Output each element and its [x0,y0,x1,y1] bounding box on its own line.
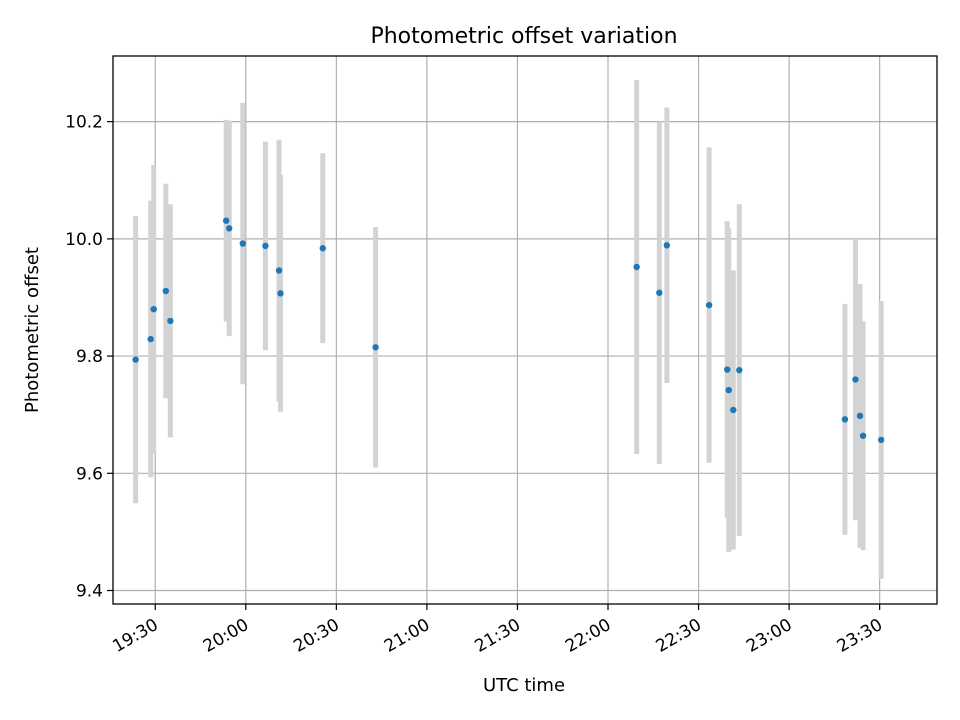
data-point [856,412,864,420]
data-point [663,242,671,249]
x-tick-label: 20:30 [290,615,342,657]
x-tick-label: 21:30 [472,615,524,657]
data-point [262,242,269,250]
grid [113,56,937,604]
data-point [852,376,859,383]
data-point [736,366,743,374]
data-point [167,317,174,325]
x-tick-label: 23:30 [834,615,886,657]
data-point [724,366,731,373]
data-point [877,436,885,444]
data-point [132,356,139,363]
data-point [319,245,326,252]
data-point [150,305,157,313]
data-point [226,225,233,232]
data-point [730,406,737,414]
x-axis-ticks: 19:30 20:00 20:30 21:00 21:30 22:00 22:30 23:00… [109,604,886,657]
data-point [656,289,663,296]
data-point [222,217,230,224]
chart-title: Photometric offset variation [370,24,677,49]
error-bars [133,80,884,579]
y-axis-label: Photometric offset [22,247,43,413]
plot-frame [112,55,938,605]
data-point [841,416,849,423]
data-point [162,287,170,295]
x-tick-label: 22:30 [653,615,705,657]
y-tick-label: 9.4 [76,582,103,602]
data-point [633,263,640,271]
data-point [277,290,284,297]
y-tick-label: 9.6 [76,464,103,484]
data-point [372,344,379,351]
data-point [239,240,246,247]
x-axis-label: UTC time [483,675,565,696]
data-point [725,386,732,394]
data-point [275,267,283,274]
x-tick-label: 23:00 [743,615,795,657]
data-point [859,432,867,439]
x-tick-label: 19:30 [109,615,161,657]
y-tick-label: 10.2 [65,113,103,133]
y-tick-label: 9.8 [76,347,103,367]
y-tick-label: 10.0 [65,230,103,250]
x-tick-label: 21:00 [381,615,433,657]
data-point [147,335,154,343]
x-tick-label: 20:00 [200,615,252,657]
data-point [705,301,713,309]
data-points [132,217,885,444]
x-tick-label: 22:00 [562,615,614,657]
y-axis-ticks: 9.4 9.6 9.8 10.0 10.2 [65,113,113,602]
